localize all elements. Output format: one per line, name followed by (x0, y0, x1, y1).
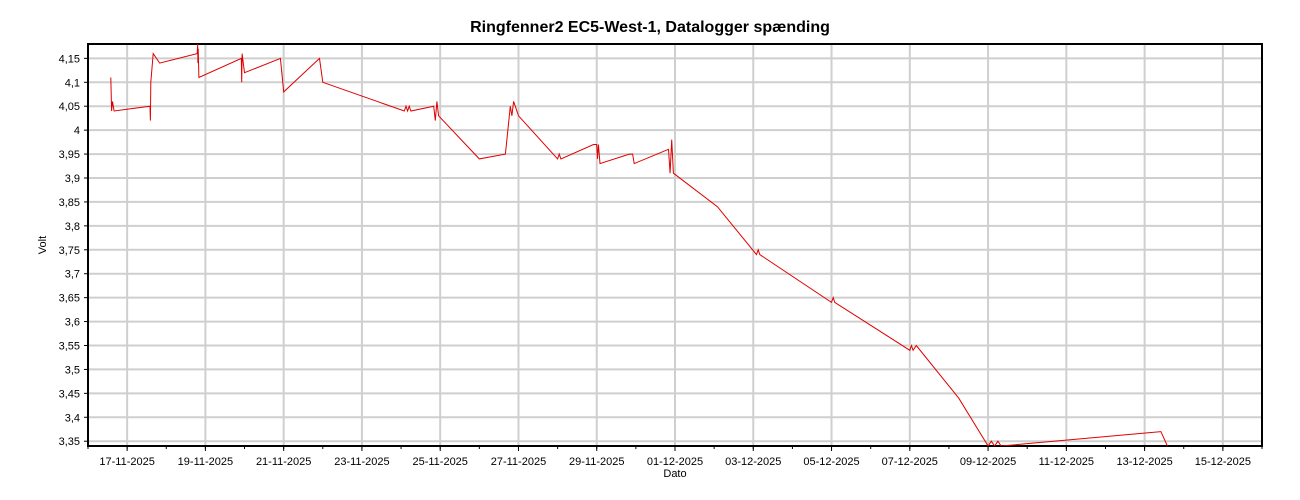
x-tick-label: 21-11-2025 (256, 456, 311, 468)
x-tick-label: 19-11-2025 (178, 456, 233, 468)
y-tick-label: 3,45 (59, 388, 80, 400)
series-line (110, 44, 1168, 446)
y-tick-label: 3,5 (65, 364, 80, 376)
x-axis-label: Dato (663, 468, 686, 480)
y-tick-label: 4,05 (59, 101, 80, 113)
x-tick-label: 13-12-2025 (1116, 456, 1172, 468)
y-tick-label: 3,7 (65, 269, 80, 281)
y-tick-label: 3,95 (59, 149, 80, 161)
x-tick-label: 01-12-2025 (647, 456, 703, 468)
y-tick-label: 3,85 (59, 197, 80, 209)
x-tick-label: 09-12-2025 (960, 456, 1016, 468)
y-axis-label: Volt (37, 236, 49, 254)
y-tick-label: 3,6 (65, 317, 80, 329)
y-tick-label: 3,8 (65, 221, 80, 233)
y-tick-label: 3,65 (59, 293, 80, 305)
x-tick-label: 29-11-2025 (569, 456, 624, 468)
x-tick-label: 03-12-2025 (725, 456, 781, 468)
x-tick-label: 25-11-2025 (412, 456, 467, 468)
x-tick-label: 23-11-2025 (334, 456, 389, 468)
y-tick-label: 3,75 (59, 245, 80, 257)
plot-frame (87, 43, 1263, 447)
y-tick-label: 3,55 (59, 341, 80, 353)
y-tick-label: 4,15 (59, 53, 80, 65)
x-tick-label: 07-12-2025 (882, 456, 938, 468)
chart-title: Ringfenner2 EC5-West-1, Datalogger spænd… (470, 19, 830, 36)
x-tick-label: 27-11-2025 (491, 456, 546, 468)
x-tick-label: 17-11-2025 (99, 456, 154, 468)
y-tick-label: 3,4 (65, 412, 80, 424)
y-tick-label: 4,1 (65, 77, 80, 89)
x-tick-label: 11-12-2025 (1039, 456, 1094, 468)
x-tick-label: 15-12-2025 (1195, 456, 1251, 468)
x-tick-label: 05-12-2025 (803, 456, 859, 468)
y-tick-label: 3,35 (59, 436, 80, 448)
y-tick-label: 4 (74, 125, 80, 137)
y-tick-label: 3,9 (65, 173, 80, 185)
